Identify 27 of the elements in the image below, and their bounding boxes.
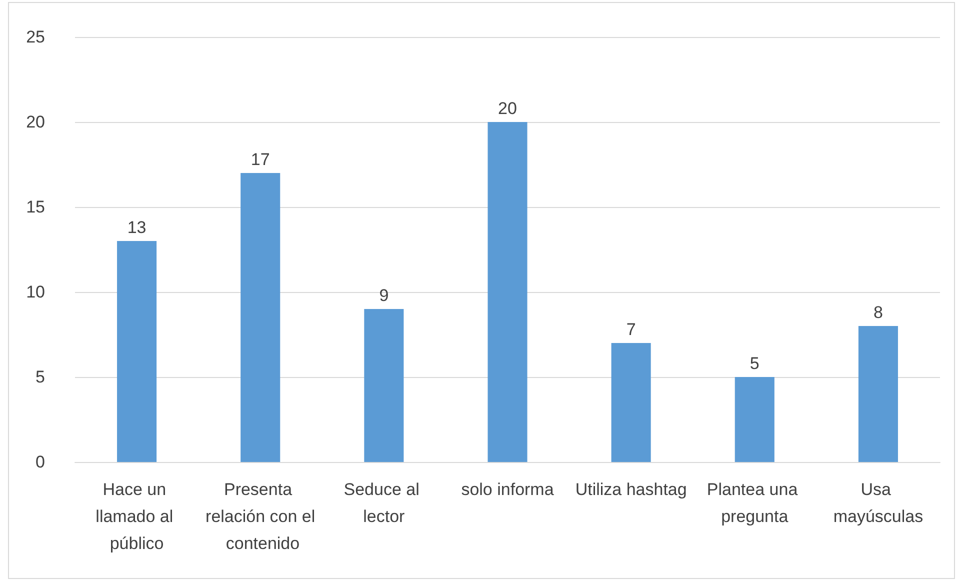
x-tick-label: Presenta relación con el contenido <box>206 480 316 553</box>
y-tick-label: 5 <box>36 368 45 386</box>
bar <box>858 326 898 462</box>
y-tick-label: 0 <box>36 452 45 472</box>
y-tick-label: 15 <box>26 198 45 216</box>
data-label: 13 <box>127 218 146 237</box>
x-tick-label: Plantea una pregunta <box>706 480 802 526</box>
x-tick-label: Seduce al lector <box>344 480 424 526</box>
data-label: 20 <box>498 99 517 118</box>
bar <box>117 241 157 462</box>
data-label: 5 <box>750 354 760 373</box>
y-tick-label: 20 <box>26 112 45 132</box>
x-tick-label: Hace un llamado al público <box>96 480 178 553</box>
bar <box>611 343 651 462</box>
x-tick-label: Utiliza hashtag <box>575 480 687 499</box>
data-label: 9 <box>379 286 389 305</box>
data-label: 7 <box>626 320 636 339</box>
bar <box>734 377 774 462</box>
bar <box>364 309 404 462</box>
bar <box>240 173 280 462</box>
data-label: 8 <box>873 303 883 322</box>
bar <box>488 122 528 462</box>
x-tick-label: Usa mayúsculas <box>833 480 924 526</box>
y-tick-label: 25 <box>26 28 45 46</box>
x-tick-label: solo informa <box>461 480 554 499</box>
y-tick-label: 10 <box>26 282 45 302</box>
data-label: 17 <box>250 150 270 169</box>
